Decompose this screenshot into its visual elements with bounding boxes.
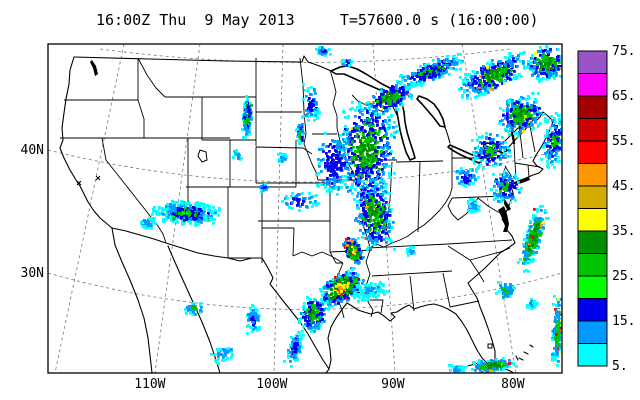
colorbar-swatch (577, 298, 608, 322)
colorbar-tick-label: 75. (612, 44, 636, 59)
colorbar-swatch (577, 230, 608, 254)
gridline-80w (461, 44, 517, 373)
san-francisco-bay-mark (76, 180, 82, 186)
plot-title: 16:00Z Thu 9 May 2013 T=57600.0 s (16:00… (96, 11, 539, 29)
colorbar-tick-label: 25. (612, 269, 636, 284)
x-axis-label: 110W (134, 377, 166, 392)
gridline-40n (48, 149, 562, 183)
colorbar-swatch (577, 140, 608, 164)
x-axis-label: 90W (381, 377, 405, 392)
plot-frame (47, 43, 563, 374)
colorbar-swatch (577, 253, 608, 277)
colorbar-tick-label: 55. (612, 134, 636, 149)
x-axis-label: 100W (256, 377, 288, 392)
lake-okeechobee (487, 343, 493, 349)
mexico-gulf-california-coast (167, 245, 221, 373)
y-axis-label: 40N (20, 143, 44, 158)
colorbar-tick-label: 5. (612, 359, 628, 374)
colorbar-tick-label: 35. (612, 224, 636, 239)
colorbar-swatch (577, 95, 608, 119)
colorbar-swatch (577, 163, 608, 187)
gridline-110w (154, 44, 201, 373)
gridline-100w (273, 44, 284, 373)
x-axis-label: 80W (501, 377, 525, 392)
delaware-bay (504, 198, 511, 211)
colorbar-swatch (577, 50, 608, 74)
colorbar (577, 50, 608, 367)
colorbar-swatch (577, 343, 608, 367)
pacific-atlantic-coastline (59, 56, 554, 370)
lake-michigan (393, 96, 416, 161)
colorbar-swatch (577, 73, 608, 97)
colorbar-tick-label: 45. (612, 179, 636, 194)
gridline-120w (54, 44, 125, 373)
lake-huron (416, 95, 446, 128)
lake-tahoe-mark (95, 175, 101, 181)
colorbar-tick-label: 65. (612, 89, 636, 104)
colorbar-swatch (577, 208, 608, 232)
bahamas-islands (515, 344, 534, 361)
canada-border-49n (73, 55, 332, 72)
colorbar-tick-label: 15. (612, 314, 636, 329)
colorbar-swatch (577, 118, 608, 142)
great-salt-lake (197, 149, 208, 163)
mexico-baja-coast (111, 227, 153, 373)
colorbar-swatch (577, 185, 608, 209)
small-lakes (76, 149, 493, 349)
colorbar-swatch (577, 275, 608, 299)
colorbar-swatch (577, 320, 608, 344)
radar-echo-layer (140, 45, 562, 373)
y-axis-label: 30N (20, 266, 44, 281)
mexico-east-coast (325, 368, 330, 373)
puget-sound (90, 60, 98, 76)
